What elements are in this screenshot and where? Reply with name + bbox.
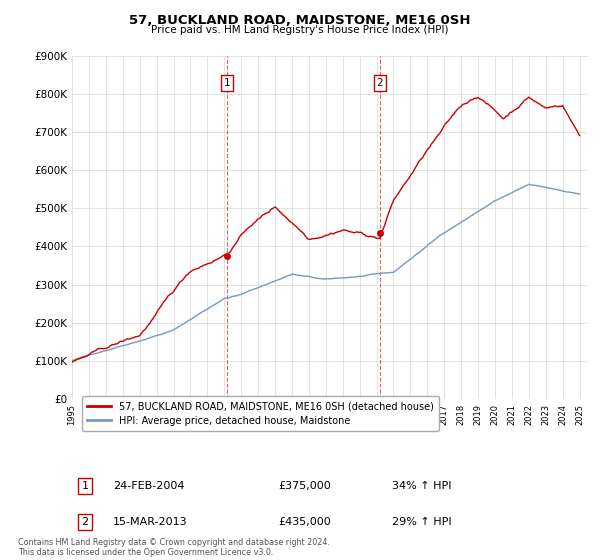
Text: 2: 2 — [377, 78, 383, 88]
Text: £375,000: £375,000 — [278, 481, 331, 491]
Text: 57, BUCKLAND ROAD, MAIDSTONE, ME16 0SH: 57, BUCKLAND ROAD, MAIDSTONE, ME16 0SH — [129, 14, 471, 27]
Text: 29% ↑ HPI: 29% ↑ HPI — [392, 517, 452, 527]
Text: 2: 2 — [82, 517, 88, 527]
Text: 24-FEB-2004: 24-FEB-2004 — [113, 481, 185, 491]
Text: 1: 1 — [223, 78, 230, 88]
Legend: 57, BUCKLAND ROAD, MAIDSTONE, ME16 0SH (detached house), HPI: Average price, det: 57, BUCKLAND ROAD, MAIDSTONE, ME16 0SH (… — [82, 396, 439, 431]
Text: Contains HM Land Registry data © Crown copyright and database right 2024.
This d: Contains HM Land Registry data © Crown c… — [18, 538, 330, 557]
Text: 1: 1 — [82, 481, 88, 491]
Text: Price paid vs. HM Land Registry's House Price Index (HPI): Price paid vs. HM Land Registry's House … — [151, 25, 449, 35]
Text: 34% ↑ HPI: 34% ↑ HPI — [392, 481, 451, 491]
Text: 15-MAR-2013: 15-MAR-2013 — [113, 517, 188, 527]
Text: £435,000: £435,000 — [278, 517, 331, 527]
